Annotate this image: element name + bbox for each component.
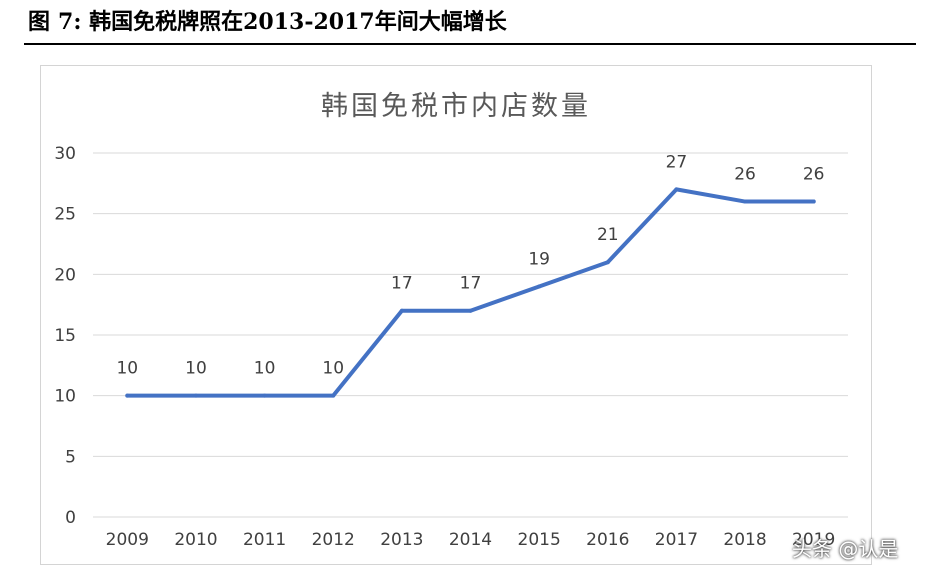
data-label: 10 [185, 359, 207, 379]
data-point [743, 199, 748, 204]
y-tick-label: 5 [65, 447, 76, 467]
data-point [811, 199, 816, 204]
y-tick-label: 25 [54, 205, 76, 225]
data-point [193, 393, 198, 398]
data-point [468, 308, 473, 313]
data-point [605, 260, 610, 265]
data-label: 26 [734, 165, 756, 185]
data-label: 10 [116, 359, 138, 379]
x-tick-label: 2017 [655, 530, 698, 550]
series-layer [125, 187, 816, 398]
data-label: 21 [597, 225, 619, 245]
y-axis-ticks: 0 5 10 15 20 25 30 [54, 144, 76, 528]
data-label: 10 [254, 359, 276, 379]
data-point [262, 393, 267, 398]
gridlines [93, 152, 848, 518]
data-point [537, 284, 542, 289]
data-label: 17 [391, 274, 413, 294]
x-tick-label: 2014 [449, 530, 492, 550]
x-tick-label: 2011 [243, 530, 286, 550]
x-tick-label: 2009 [106, 530, 149, 550]
data-label: 27 [666, 152, 688, 172]
x-tick-label: 2010 [174, 530, 217, 550]
data-label: 10 [322, 359, 344, 379]
data-point [331, 393, 336, 398]
figure-caption: 图 7: 韩国免税牌照在2013-2017年间大幅增长 [28, 4, 507, 40]
data-labels: 10 10 10 10 17 17 19 21 27 26 26 [116, 152, 824, 378]
figure-caption-text: 韩国免税牌照在2013-2017年间大幅增长 [89, 9, 507, 35]
data-label: 17 [460, 274, 482, 294]
x-axis-ticks: 2009 2010 2011 2012 2013 2014 2015 2016 2017 2018… [106, 530, 836, 550]
chart-title: 韩国免税市内店数量 [321, 91, 591, 122]
x-tick-label: 2012 [312, 530, 355, 550]
y-tick-label: 30 [54, 144, 76, 164]
data-point [399, 308, 404, 313]
x-tick-label: 2019 [792, 530, 835, 550]
data-point [674, 187, 679, 192]
x-tick-label: 2013 [380, 530, 423, 550]
y-tick-label: 10 [54, 387, 76, 407]
data-label: 26 [803, 165, 825, 185]
y-tick-label: 20 [54, 265, 76, 285]
x-tick-label: 2018 [723, 530, 766, 550]
data-point [125, 393, 130, 398]
data-label: 19 [528, 249, 550, 269]
caption-rule [24, 43, 916, 45]
figure-number: 7: [58, 9, 82, 35]
chart-frame [40, 65, 872, 565]
figure-label: 图 [28, 9, 51, 35]
y-tick-label: 15 [54, 326, 76, 346]
watermark: 头条 @认是 [792, 537, 899, 561]
y-tick-label: 0 [65, 508, 76, 528]
x-tick-label: 2016 [586, 530, 629, 550]
x-tick-label: 2015 [518, 530, 561, 550]
